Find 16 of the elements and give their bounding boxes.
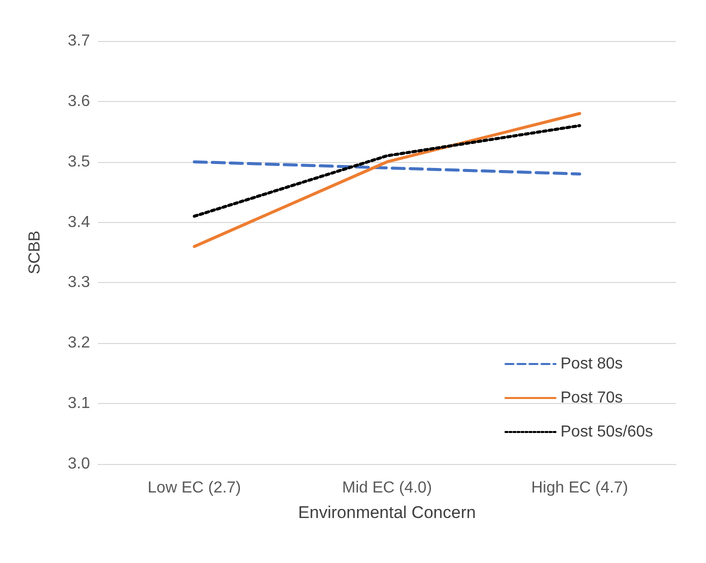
y-axis-title: SCBB — [26, 230, 44, 274]
y-tick-label: 3.5 — [68, 153, 90, 170]
y-tick-label: 3.2 — [68, 334, 90, 352]
y-tick-label: 3.3 — [68, 274, 90, 292]
x-tick-label: Low EC (2.7) — [148, 480, 242, 496]
legend-label: Post 50s/60s — [560, 424, 653, 440]
legend-label: Post 70s — [560, 390, 623, 406]
y-tick-label: 3.1 — [68, 395, 90, 412]
y-tick-label: 3.6 — [68, 92, 90, 110]
y-tick-label: 3.4 — [68, 214, 90, 231]
x-tick-label: High EC (4.7) — [531, 480, 628, 496]
x-axis-title: Environmental Concern — [298, 503, 476, 522]
x-tick-label: Mid EC (4.0) — [342, 480, 432, 496]
y-tick-label: 3.7 — [68, 32, 90, 50]
legend-label: Post 80s — [560, 356, 623, 372]
y-tick-label: 3.0 — [68, 456, 90, 472]
